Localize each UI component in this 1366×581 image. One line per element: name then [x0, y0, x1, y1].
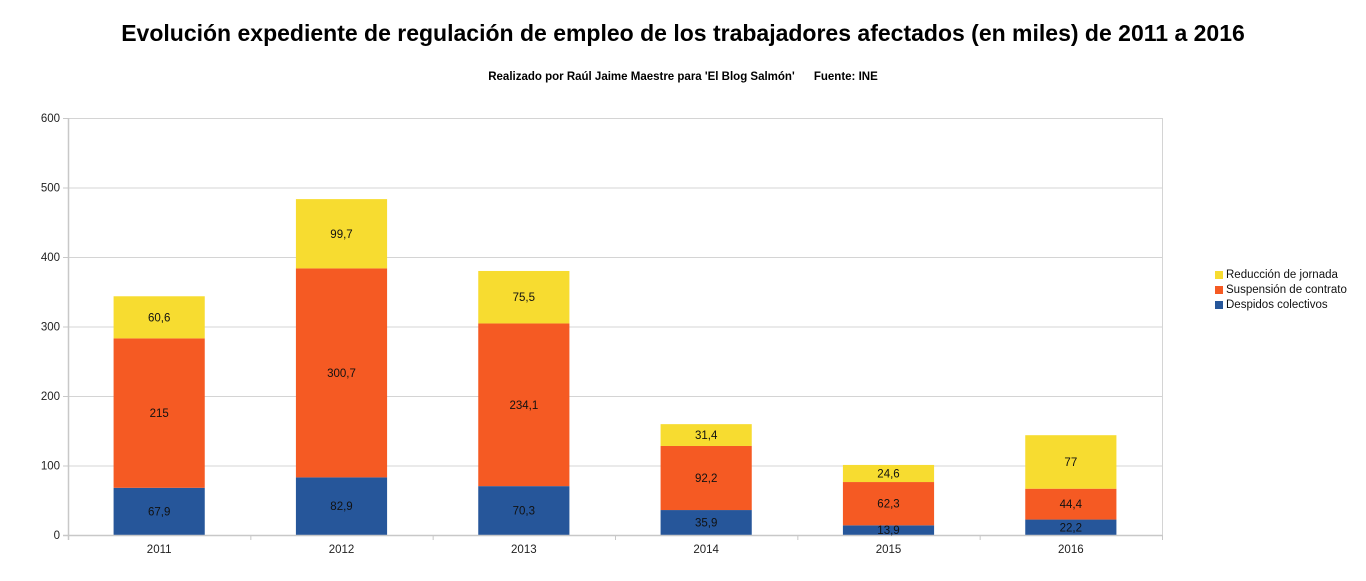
data-label: 24,6	[877, 468, 899, 480]
legend-item: Suspensión de contrato	[1215, 282, 1347, 297]
legend-swatch	[1215, 270, 1223, 279]
x-tick-label: 2012	[329, 544, 355, 556]
legend-label: Suspensión de contrato	[1226, 283, 1347, 296]
data-label: 22,2	[1060, 522, 1082, 534]
bar-segment	[842, 525, 935, 535]
data-label: 44,4	[1060, 499, 1083, 511]
legend-swatch	[1215, 285, 1223, 294]
bar-segment	[113, 338, 205, 488]
data-label: 99,7	[330, 229, 352, 241]
data-label: 300,7	[327, 368, 356, 380]
data-label: 215	[150, 408, 169, 420]
bar-segment	[842, 464, 935, 483]
data-label: 35,9	[695, 518, 717, 530]
bar-segment	[660, 445, 752, 511]
bar-segment	[478, 270, 570, 324]
bar-segment	[660, 424, 752, 446]
data-label: 234,1	[509, 400, 538, 412]
bar-segment	[295, 199, 388, 269]
legend-label: Despidos colectivos	[1226, 298, 1328, 311]
legend-swatch	[1215, 300, 1223, 309]
bar-segment	[842, 482, 935, 526]
data-label: 31,4	[695, 430, 718, 442]
y-tick-label: 100	[41, 461, 60, 473]
bar-segment	[295, 477, 388, 535]
data-label: 62,3	[877, 499, 899, 511]
chart-title: Evolución expediente de regulación de em…	[121, 20, 1245, 46]
legend-item: Despidos colectivos	[1215, 297, 1347, 312]
gridlines	[68, 118, 1163, 535]
data-label: 60,6	[148, 312, 170, 324]
x-tick-label: 2016	[1058, 544, 1084, 556]
bar-segment	[113, 487, 205, 535]
legend: Reducción de jornada Suspensión de contra…	[1215, 267, 1347, 312]
bar-segment	[1025, 435, 1117, 489]
bars	[113, 199, 1117, 535]
legend-label: Reducción de jornada	[1226, 268, 1338, 281]
data-label: 13,9	[877, 525, 899, 537]
x-tick-label: 2015	[876, 544, 902, 556]
data-label: 77	[1064, 457, 1077, 469]
x-tick-label: 2013	[511, 544, 537, 556]
y-tick-label: 300	[41, 322, 60, 334]
legend-item: Reducción de jornada	[1215, 267, 1347, 282]
bar-segment	[295, 268, 388, 478]
chart-subtitle: Realizado por Raúl Jaime Maestre para 'E…	[488, 71, 878, 83]
x-tick-label: 2011	[147, 544, 172, 556]
data-label: 70,3	[513, 506, 535, 518]
bar-segment	[113, 296, 205, 339]
y-tick-label: 400	[41, 252, 60, 264]
x-tick-label: 2014	[693, 544, 719, 556]
labels: 0 100 200 300 400 500 600 67,9 215 60,6 2011 82,9 30…	[41, 113, 1084, 556]
data-label: 92,2	[695, 473, 717, 485]
bar-segment	[1025, 519, 1117, 535]
data-label: 67,9	[148, 506, 170, 518]
y-tick-label: 0	[54, 530, 60, 542]
y-tick-label: 600	[41, 113, 60, 125]
axes	[63, 118, 1163, 540]
bar-segment	[478, 486, 570, 535]
bar-segment	[1025, 488, 1117, 520]
bar-segment	[660, 510, 752, 535]
data-label: 75,5	[513, 292, 535, 304]
y-tick-label: 200	[41, 391, 60, 403]
data-label: 82,9	[330, 501, 352, 513]
bar-segment	[478, 323, 570, 487]
y-tick-label: 500	[41, 183, 60, 195]
